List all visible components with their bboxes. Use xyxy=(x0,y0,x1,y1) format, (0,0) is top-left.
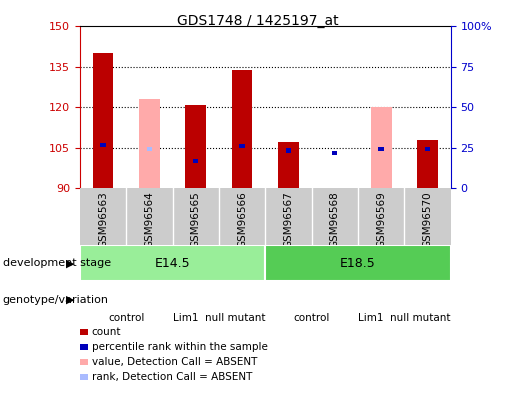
Bar xyxy=(379,147,384,151)
Text: E18.5: E18.5 xyxy=(340,257,376,270)
Text: value, Detection Call = ABSENT: value, Detection Call = ABSENT xyxy=(92,357,257,367)
Text: GSM96566: GSM96566 xyxy=(237,191,247,248)
Bar xyxy=(93,53,113,188)
Bar xyxy=(232,70,252,188)
Text: development stage: development stage xyxy=(3,258,111,268)
Bar xyxy=(185,104,206,188)
Bar xyxy=(239,145,245,149)
Text: GSM96564: GSM96564 xyxy=(144,191,154,248)
Bar xyxy=(371,107,391,188)
Text: ▶: ▶ xyxy=(66,295,75,305)
Bar xyxy=(278,143,299,188)
Bar xyxy=(417,140,438,188)
Text: GSM96563: GSM96563 xyxy=(98,191,108,248)
Bar xyxy=(265,245,451,281)
Bar xyxy=(286,149,291,153)
Text: count: count xyxy=(92,327,121,337)
Bar xyxy=(100,143,106,147)
Text: percentile rank within the sample: percentile rank within the sample xyxy=(92,342,268,352)
Bar xyxy=(139,99,160,188)
Text: GSM96565: GSM96565 xyxy=(191,191,201,248)
Text: rank, Detection Call = ABSENT: rank, Detection Call = ABSENT xyxy=(92,372,252,382)
Text: GSM96568: GSM96568 xyxy=(330,191,340,248)
Text: Lim1  null mutant: Lim1 null mutant xyxy=(173,313,265,323)
Bar xyxy=(193,159,198,163)
Text: GSM96570: GSM96570 xyxy=(422,191,433,248)
Bar xyxy=(425,147,430,151)
Text: GSM96567: GSM96567 xyxy=(283,191,294,248)
Text: control: control xyxy=(108,313,144,323)
Text: control: control xyxy=(294,313,330,323)
Text: E14.5: E14.5 xyxy=(154,257,191,270)
Bar xyxy=(147,147,152,151)
Bar xyxy=(80,245,265,281)
Text: ▶: ▶ xyxy=(66,258,75,268)
Bar xyxy=(332,151,337,155)
Text: GDS1748 / 1425197_at: GDS1748 / 1425197_at xyxy=(177,14,338,28)
Text: GSM96569: GSM96569 xyxy=(376,191,386,248)
Text: Lim1  null mutant: Lim1 null mutant xyxy=(358,313,451,323)
Text: genotype/variation: genotype/variation xyxy=(3,295,109,305)
